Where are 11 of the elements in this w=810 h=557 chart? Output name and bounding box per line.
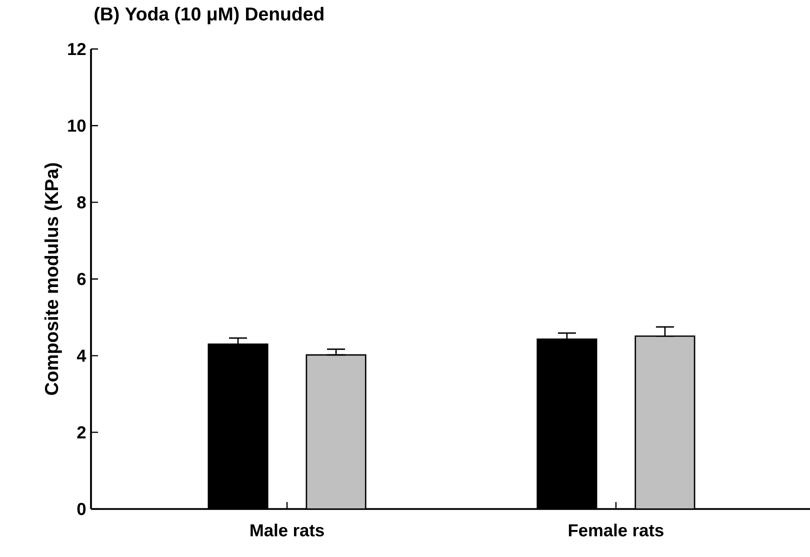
y-tick-label: 0 xyxy=(77,502,86,516)
y-tick-label: 10 xyxy=(68,120,86,132)
y-tick-label: 8 xyxy=(77,196,86,208)
chart-title: (B) Yoda (10 μM) Denuded xyxy=(94,6,324,24)
y-tick-label: 12 xyxy=(68,42,86,56)
x-tick-label: Male rats xyxy=(250,524,324,536)
x-tick-label: Female rats xyxy=(568,524,664,536)
y-axis-title: Composite modulus (KPa) xyxy=(44,163,62,395)
y-tick-label: 2 xyxy=(77,426,86,438)
y-tick-label: 6 xyxy=(77,272,86,286)
y-tick-label: 4 xyxy=(76,350,86,362)
